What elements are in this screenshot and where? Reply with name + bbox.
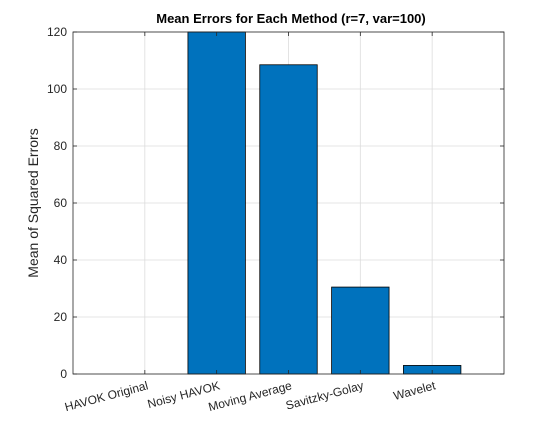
chart-title: Mean Errors for Each Method (r=7, var=10… (156, 11, 425, 26)
x-tick-label: Moving Average (207, 378, 294, 414)
x-tick-label: HAVOK Original (63, 378, 150, 414)
y-tick-label: 120 (47, 25, 67, 39)
y-tick-label: 0 (60, 367, 67, 381)
x-tick-label: Wavelet (392, 378, 438, 403)
bar-noisy-havok (187, 31, 246, 375)
y-tick-label: 20 (54, 310, 68, 324)
y-tick-label: 60 (54, 196, 68, 210)
axes (72, 31, 505, 375)
y-tick-label: 80 (54, 139, 68, 153)
y-axis-label: Mean of Squared Errors (25, 128, 41, 277)
bar-moving-average (259, 64, 318, 375)
bar-savitzky-golay (331, 286, 390, 375)
y-tick-labels: 0 20 40 60 80 100 120 (47, 25, 67, 381)
x-tick-label: Savitzky-Golay (284, 378, 365, 412)
y-tick-label: 100 (47, 82, 67, 96)
bars (187, 31, 462, 375)
y-tick-label: 40 (54, 253, 68, 267)
